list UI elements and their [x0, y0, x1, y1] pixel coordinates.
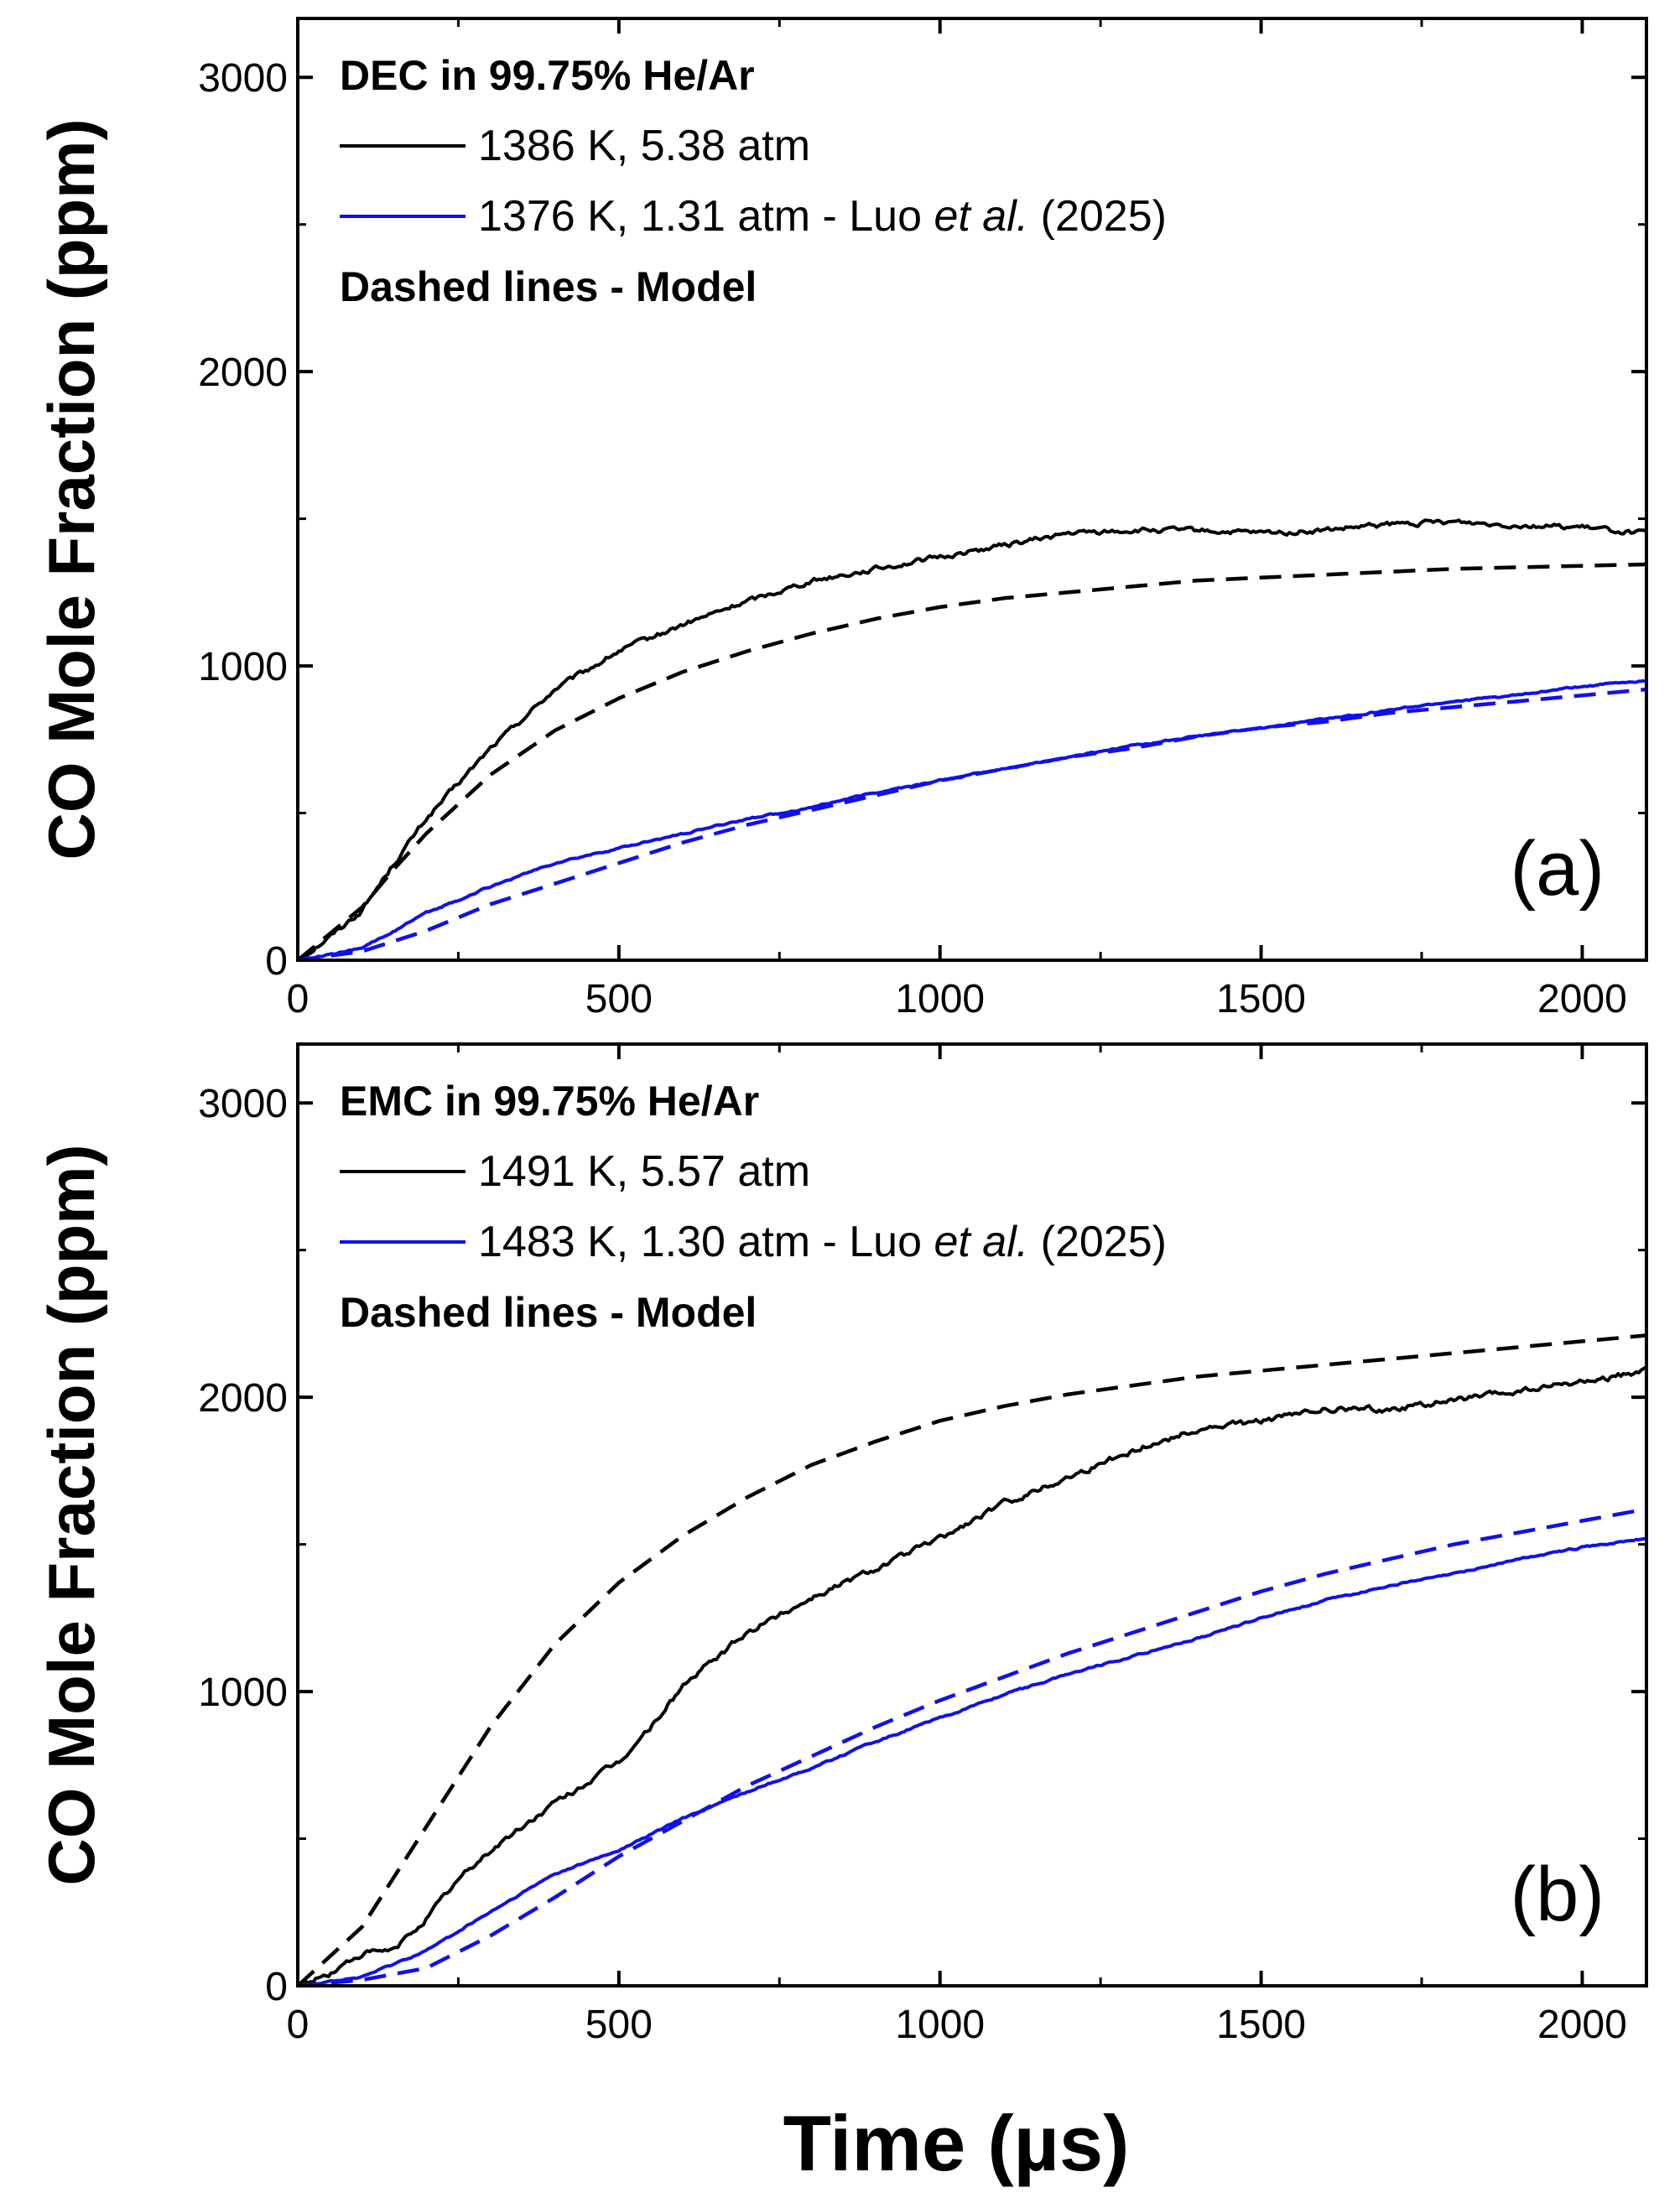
series-line-exp-blue	[298, 1536, 1646, 1986]
x-tick-label: 2000	[1537, 2003, 1627, 2047]
legend-entry-part: 1491 K, 5.57 atm	[478, 1147, 810, 1196]
legend-entry-part: (2025)	[1028, 192, 1167, 241]
y-tick-label: 1000	[198, 1671, 288, 1715]
legend-entry-part: et al.	[934, 192, 1028, 241]
x-tick-label: 0	[287, 2003, 309, 2047]
legend-entry-part: 1483 K, 1.30 atm - Luo	[478, 1218, 934, 1266]
panel-label: (b)	[1511, 1852, 1605, 1937]
legend-entry-label: 1483 K, 1.30 atm - Luo et al. (2025)	[478, 1218, 1167, 1266]
y-tick-label: 1000	[198, 645, 288, 689]
x-axis-title: Time (µs)	[783, 2099, 1130, 2187]
series-line-exp-blue	[298, 679, 1646, 960]
panel-label: (a)	[1511, 826, 1605, 912]
x-tick-label: 2000	[1537, 977, 1627, 1021]
x-tick-label: 500	[585, 977, 653, 1021]
panels: 0 500 1000 1500 2000 0 1000 2000 3000 CO Mole Fra…	[34, 17, 1648, 2047]
y-tick-label: 2000	[198, 1376, 288, 1421]
series-group	[298, 518, 1646, 960]
legend-entry-part: (2025)	[1028, 1218, 1167, 1266]
y-tick-label: 3000	[198, 1082, 288, 1126]
series-line-model-blue	[298, 687, 1646, 960]
x-tick-label: 0	[287, 977, 309, 1021]
series-line-exp-black	[298, 1365, 1646, 1986]
plot-frame	[296, 17, 1648, 962]
y-tick-label: 0	[265, 939, 288, 984]
x-tick-label: 1000	[895, 2003, 985, 2047]
series-group	[298, 1333, 1646, 1986]
legend-entry-part: 1376 K, 1.31 atm - Luo	[478, 192, 934, 241]
series-line-model-blue	[298, 1507, 1646, 1986]
legend-entry-part: 1386 K, 5.38 atm	[478, 122, 810, 170]
series-line-model-black	[298, 1333, 1646, 1986]
legend-entry-label: 1386 K, 5.38 atm	[478, 122, 810, 170]
x-tick-label: 1500	[1216, 977, 1306, 1021]
y-tick-label: 2000	[198, 351, 288, 395]
series-line-model-black	[298, 562, 1646, 960]
y-axis-title: CO Mole Fraction (ppm)	[34, 119, 108, 860]
plot-frame	[296, 1042, 1648, 1988]
y-tick-label: 0	[265, 1965, 288, 2009]
legend-entry-part: et al.	[934, 1218, 1028, 1266]
legend-entry-label: 1491 K, 5.57 atm	[478, 1147, 810, 1196]
series-line-exp-black	[298, 518, 1646, 960]
legend-note: Dashed lines - Model	[340, 1289, 757, 1336]
chart-panel-a: 0 500 1000 1500 2000 0 1000 2000 3000 CO Mole Fra…	[34, 17, 1648, 1021]
legend-title: DEC in 99.75% He/Ar	[340, 52, 755, 99]
chart-panel-b: 0 500 1000 1500 2000 0 1000 2000 3000 CO Mole Fra…	[34, 1042, 1648, 2047]
y-axis-title: CO Mole Fraction (ppm)	[34, 1145, 108, 1886]
legend-title: EMC in 99.75% He/Ar	[340, 1078, 759, 1125]
x-tick-label: 1000	[895, 977, 985, 1021]
y-tick-label: 3000	[198, 56, 288, 101]
legend-note: Dashed lines - Model	[340, 263, 757, 310]
x-tick-label: 1500	[1216, 2003, 1306, 2047]
legend-entry-label: 1376 K, 1.31 atm - Luo et al. (2025)	[478, 192, 1167, 241]
x-tick-label: 500	[585, 2003, 653, 2047]
